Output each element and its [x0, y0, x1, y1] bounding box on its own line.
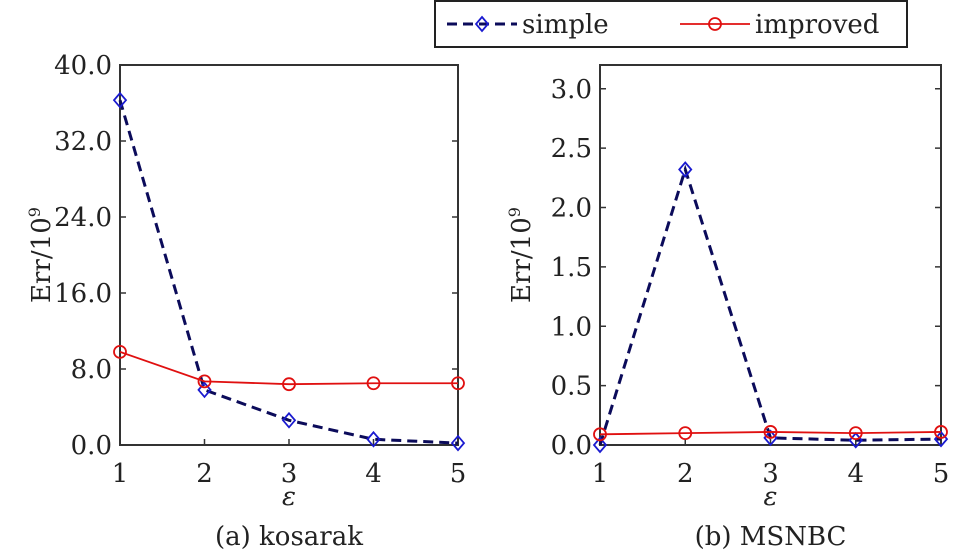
x-tick-label: 3 [762, 459, 779, 489]
data-point-improved [848, 426, 863, 441]
data-point-improved [934, 425, 948, 439]
data-point-improved [593, 427, 607, 442]
data-point-improved [451, 376, 465, 391]
y-tick-label: 3.0 [551, 75, 592, 105]
y-tick-label: 0.5 [551, 372, 592, 402]
data-point-improved [366, 376, 381, 391]
data-point-simple [281, 411, 297, 429]
data-point-simple [366, 430, 381, 448]
x-tick-label: 5 [450, 459, 467, 489]
data-point-simple [197, 381, 212, 399]
data-point-improved [678, 426, 693, 441]
x-tick-label: 2 [196, 459, 213, 489]
plot-frame [599, 64, 942, 446]
y-tick-label: 8.0 [71, 355, 112, 385]
data-point-simple [450, 434, 466, 452]
x-tick-label: 1 [592, 459, 609, 489]
data-point-simple [112, 91, 128, 109]
plot-msnbc: 0.0 0.5 1.0 1.5 2.0 2.5 3.0 1 2 3 4 5 ε (b) MSNBC Err/… [505, 64, 950, 552]
x-tick-label: 3 [281, 459, 298, 489]
x-tick-label: 1 [112, 459, 129, 489]
plot-kosarak: 0.0 8.0 16.0 24.0 32.0 40.0 1 2 3 4 5 ε (a) kosarak E… [25, 51, 466, 552]
series-line-improved [599, 431, 942, 436]
x-tick-label: 2 [677, 459, 694, 489]
series-line-improved [119, 351, 458, 386]
data-point-improved [763, 425, 778, 439]
legend: simple improved [434, 0, 908, 48]
y-tick-label: 32.0 [54, 127, 112, 157]
y-axis-label: Err/109 [25, 207, 57, 303]
y-tick-label: 24.0 [54, 203, 112, 233]
series-line-simple [118, 99, 459, 445]
y-tick-label: 0.0 [551, 431, 592, 461]
y-tick-label: 40.0 [54, 51, 112, 81]
x-axis-label: ε [764, 482, 778, 512]
data-point-improved [282, 377, 296, 392]
data-point-simple [592, 436, 608, 454]
plot-title: (a) kosarak [215, 522, 363, 552]
plot-frame [119, 64, 459, 446]
x-tick-label: 5 [933, 459, 950, 489]
x-tick-label: 4 [847, 459, 864, 489]
y-tick-label: 1.5 [551, 253, 592, 283]
legend-simple-label: simple [522, 10, 609, 40]
series-line-simple [598, 164, 942, 446]
data-point-simple [678, 161, 693, 178]
y-axis-label: Err/109 [505, 207, 537, 303]
legend-simple-marker [474, 15, 490, 33]
x-axis-label: ε [282, 482, 296, 512]
y-tick-label: 16.0 [54, 279, 112, 309]
legend-improved-label: improved [755, 10, 879, 40]
legend-improved-marker [708, 17, 722, 31]
data-point-improved [113, 344, 127, 359]
y-tick-label: 2.0 [551, 194, 592, 224]
y-tick-label: 0.0 [71, 431, 112, 461]
y-tick-label: 1.0 [551, 312, 592, 342]
x-tick-label: 4 [365, 459, 382, 489]
data-point-improved [197, 374, 212, 389]
plot-title: (b) MSNBC [695, 522, 847, 552]
y-tick-label: 2.5 [551, 134, 592, 164]
